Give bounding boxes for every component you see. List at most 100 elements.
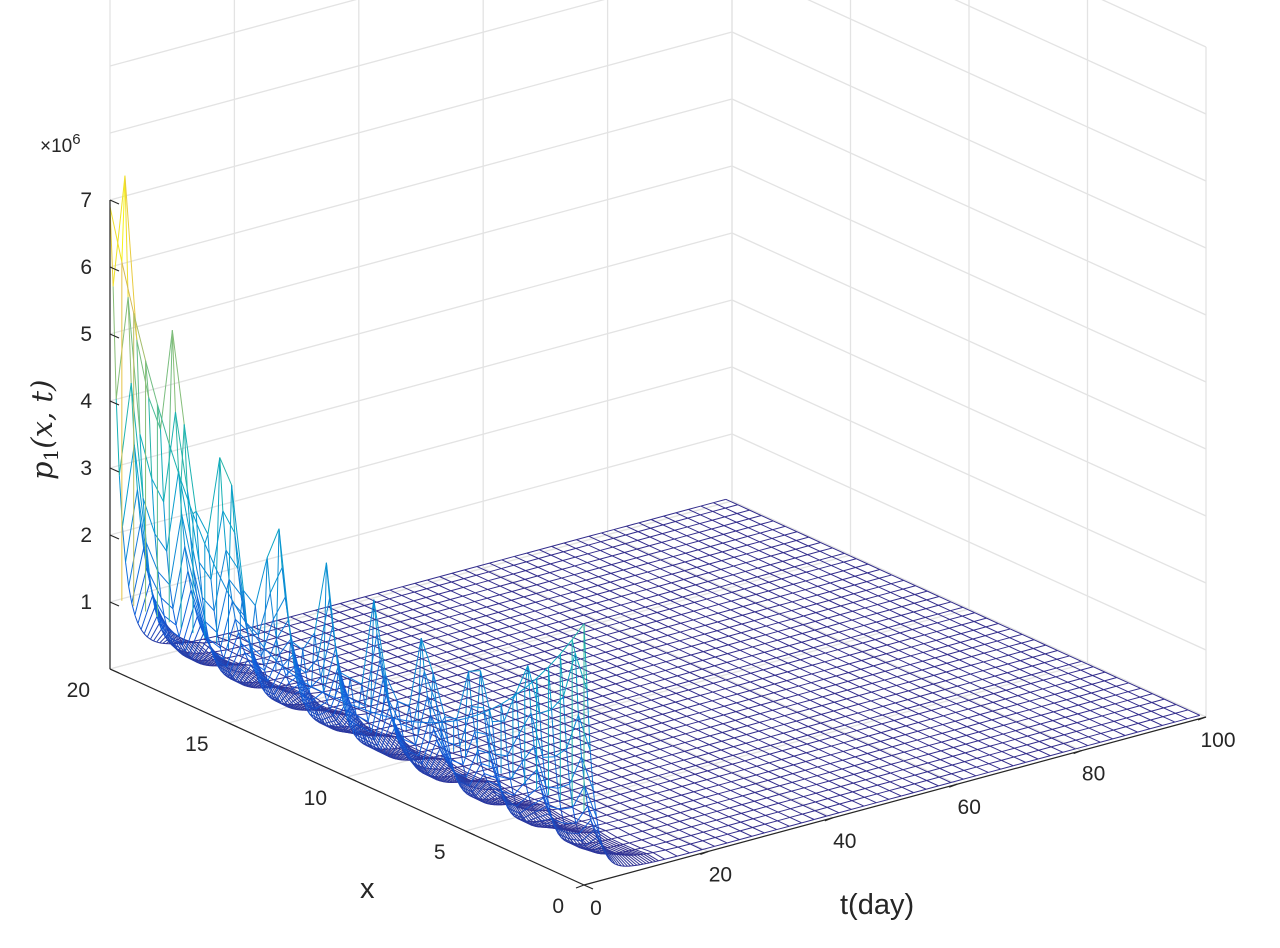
mesh-segment <box>535 781 548 789</box>
mesh-segment <box>1020 648 1034 653</box>
mesh-segment <box>1029 697 1043 702</box>
mesh-segment <box>649 722 662 727</box>
mesh-segment <box>728 821 741 826</box>
mesh-segment <box>526 558 539 563</box>
mesh-segment <box>518 804 531 811</box>
mesh-segment <box>754 797 767 802</box>
mesh-segment <box>813 643 827 649</box>
mesh-segment <box>467 779 481 790</box>
mesh-segment <box>680 803 693 810</box>
mesh-segment <box>486 597 500 605</box>
mesh-segment <box>1139 693 1153 698</box>
mesh-segment <box>696 744 710 749</box>
mesh-segment <box>371 671 385 678</box>
mesh-segment <box>1009 628 1023 635</box>
mesh-segment <box>826 631 840 637</box>
mesh-segment <box>828 786 841 791</box>
mesh-segment <box>619 852 632 856</box>
mesh-segment <box>513 750 526 755</box>
mesh-segment <box>765 625 779 632</box>
mesh-segment <box>946 671 959 678</box>
mesh-segment <box>1052 725 1065 730</box>
mesh-segment <box>652 669 666 675</box>
mesh-segment <box>618 819 631 826</box>
mesh-segment <box>628 850 641 855</box>
mesh-segment <box>475 592 488 599</box>
mesh-segment <box>805 585 818 591</box>
mesh-segment <box>783 548 796 554</box>
mesh-segment <box>611 744 624 752</box>
mesh-segment <box>604 669 617 676</box>
mesh-segment <box>674 715 687 721</box>
mesh-segment <box>910 655 923 662</box>
mesh-segment <box>851 800 865 807</box>
mesh-segment <box>1031 670 1045 676</box>
mesh-segment <box>826 626 840 633</box>
mesh-segment <box>642 641 655 648</box>
mesh-segment <box>617 837 630 844</box>
mesh-segment <box>611 560 625 566</box>
mesh-segment <box>761 692 774 697</box>
mesh-segment <box>959 659 972 666</box>
mesh-segment <box>758 739 771 746</box>
mesh-segment <box>274 670 287 678</box>
mesh-segment <box>563 539 577 544</box>
mesh-segment <box>774 674 788 682</box>
mesh-segment <box>595 611 609 618</box>
grid-line <box>346 608 970 778</box>
mesh-segment <box>601 532 614 539</box>
mesh-segment <box>702 845 715 851</box>
mesh-segment <box>647 752 660 759</box>
mesh-segment <box>895 690 909 695</box>
mesh-segment <box>841 587 854 595</box>
mesh-segment <box>713 679 726 684</box>
mesh-segment <box>385 650 398 658</box>
mesh-segment <box>959 650 972 657</box>
mesh-segment <box>858 703 871 711</box>
mesh-segment <box>463 574 477 580</box>
mesh-segment <box>904 739 918 744</box>
mesh-segment <box>215 639 228 643</box>
mesh-segment <box>649 541 662 547</box>
mesh-segment <box>1025 758 1039 763</box>
mesh-segment <box>927 767 940 773</box>
mesh-segment <box>653 844 666 851</box>
mesh-segment <box>930 715 944 720</box>
mesh-segment <box>557 630 571 637</box>
mesh-segment <box>606 819 619 824</box>
mesh-segment <box>813 647 826 654</box>
mesh-segment <box>906 716 919 723</box>
mesh-segment <box>475 583 488 590</box>
mesh-segment <box>486 603 500 608</box>
mesh-segment <box>989 751 1003 756</box>
mesh-segment <box>339 611 352 619</box>
mesh-segment <box>562 746 575 751</box>
mesh-segment <box>709 560 722 565</box>
mesh-segment <box>654 643 668 649</box>
mesh-segment <box>622 764 635 769</box>
mesh-segment <box>285 684 298 689</box>
mesh-segment <box>338 620 352 627</box>
mesh-segment <box>979 719 992 724</box>
mesh-segment <box>444 677 458 685</box>
mesh-segment <box>780 592 793 597</box>
mesh-segment <box>721 737 735 742</box>
mesh-segment <box>506 669 519 677</box>
mesh-segment <box>969 678 983 684</box>
mesh-segment <box>856 735 869 740</box>
mesh-segment <box>692 628 705 635</box>
mesh-segment <box>809 696 823 701</box>
mesh-segment <box>1068 669 1081 674</box>
mesh-segment <box>863 630 876 635</box>
mesh-segment <box>143 633 148 638</box>
mesh-segment <box>1089 715 1103 720</box>
mesh-segment <box>758 730 772 738</box>
mesh-segment <box>459 639 472 646</box>
mesh-segment <box>290 616 303 623</box>
mesh-segment <box>531 654 545 661</box>
mesh-segment <box>636 554 649 559</box>
mesh-segment <box>401 591 415 596</box>
mesh-segment <box>712 700 725 707</box>
mesh-segment <box>1021 642 1034 649</box>
mesh-segment <box>616 674 629 681</box>
